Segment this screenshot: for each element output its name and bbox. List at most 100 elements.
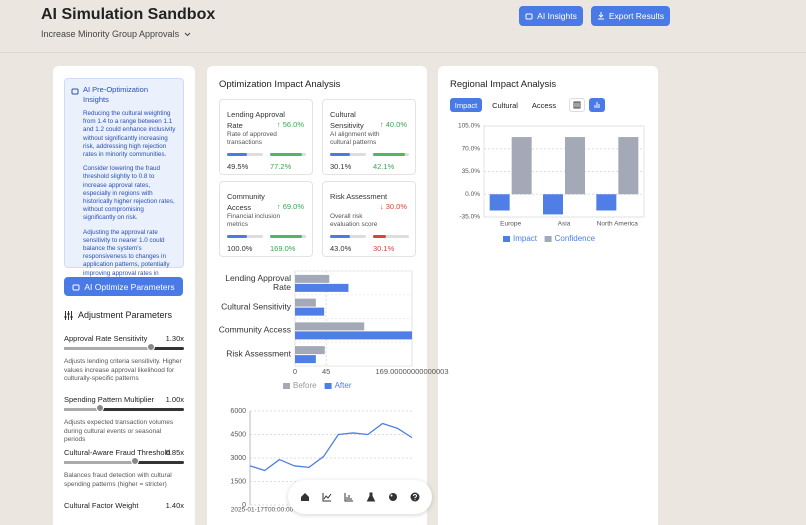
map-toggle[interactable] [569,98,585,112]
icon [72,284,80,290]
legend-swatch [503,236,510,242]
params-heading: Adjustment Parameters [64,310,172,320]
legend-label: After [335,381,352,390]
y-tick-label: 3000 [230,455,246,462]
param-name: Cultural Factor Weight [64,501,139,510]
metric-desc: Rate of approved transactions [227,131,277,146]
after-fill [373,153,406,156]
toolbar [288,480,432,514]
after-value: 42.1% [373,162,395,171]
bar [295,346,325,355]
button-label: Export Results [608,11,665,21]
slider-track[interactable] [64,408,184,411]
legend-label: Impact [513,234,538,243]
icon [573,101,581,109]
metric-desc: Financial inclusion metrics [227,213,281,228]
x-tick-label: 169.00000000000003 [376,367,449,376]
param-name: Cultural-Aware Fraud Threshold [64,448,171,457]
palette-button[interactable] [388,492,398,502]
legend-swatch [324,383,332,389]
slider-thumb[interactable] [147,343,155,351]
icon [525,13,533,20]
metric-card: Lending Approval Rate Rate of approved tr… [219,99,313,175]
y-tick-label: Community Access [218,324,291,335]
before-bar [330,153,366,156]
y-tick-label: Risk Assessment [226,348,291,359]
metric-name: Risk Assessment [330,192,388,201]
after-bar [270,235,306,238]
after-bar [373,153,409,156]
flask-button[interactable] [366,492,376,502]
insights-title: AI Pre-Optimization Insights [83,85,149,104]
metric-card: Cultural Sensitivity AI alignment with cu… [322,99,416,175]
export-button[interactable]: Export Results [591,6,670,26]
before-bar [227,153,263,156]
tab[interactable]: Impact [450,98,482,112]
after-bar [270,153,306,156]
tab[interactable]: Access [531,100,557,110]
params-title: Adjustment Parameters [78,310,173,320]
slider-thumb[interactable] [131,457,139,465]
insight: Consider lowering the fraud threshold sl… [83,165,175,222]
param-desc: Balances fraud detection with cultural s… [64,472,172,488]
insights-header: AI Pre-Optimization Insights [71,85,177,105]
x-tick-label: 2025-01-17T00:00:00 [231,507,294,514]
home-button[interactable] [300,492,310,502]
icon [597,12,604,20]
x-tick-label: 45 [322,367,330,376]
param: Approval Rate Sensitivity 1.30x Adjusts le… [64,334,184,382]
metric-name: Community Access [227,192,265,212]
bar [295,274,330,283]
line-chart-button[interactable] [322,492,332,502]
param-name: Spending Pattern Multiplier [64,395,155,404]
y-tick-label: 70.0% [462,145,481,152]
chart-toggle[interactable] [589,98,605,112]
icon [594,102,600,108]
before-fill [227,153,247,156]
y-tick-label: Lending Approval Rate [225,272,291,292]
metric-card: Risk Assessment Overall risk evaluation s… [322,181,416,257]
divider [0,52,806,53]
bar-chart-button[interactable] [344,492,354,502]
help-button[interactable] [410,492,420,502]
param-value: 1.40x [165,501,184,510]
param-desc: Adjusts lending criteria sensitivity. Hi… [64,358,182,382]
before-fill [227,235,247,238]
insight: Reducing the cultural weighting from 1.4… [83,110,176,159]
param: Spending Pattern Multiplier 1.00x Adjusts … [64,395,184,443]
x-tick-label: North America [597,221,639,228]
bar [295,298,316,307]
slider-thumb[interactable] [96,404,104,412]
y-tick-label: 0 [242,502,246,509]
line [249,422,413,472]
y-tick-label: 35.0% [462,168,481,175]
slider-track[interactable] [64,347,184,350]
before-value: 49.5% [227,162,249,171]
y-tick-label: 4500 [230,431,246,438]
y-tick-label: 105.0% [458,123,480,130]
ai-insights-button[interactable]: AI Insights [519,6,583,26]
legend-swatch [283,383,290,389]
bar [295,322,365,331]
goal-select[interactable]: Increase Minority Group Approvals [41,29,191,39]
y-tick-label: 1500 [230,478,246,485]
optimize-button[interactable]: AI Optimize Parameters [64,277,183,296]
after-fill [270,153,303,156]
slider-track[interactable] [64,461,184,464]
after-value: 30.1% [373,244,395,253]
bar [295,331,412,340]
impact-panel [207,66,427,525]
tab[interactable]: Cultural [492,100,518,110]
legend-label: Before [293,381,317,390]
before-fill [330,153,350,156]
param-desc: Adjusts expected transaction volumes dur… [64,419,174,443]
param-value: 0.85x [165,448,184,457]
icon [71,88,79,95]
after-fill [270,235,303,238]
param-value: 1.30x [165,334,184,343]
x-tick-label: Asia [558,221,571,228]
metric-desc: AI alignment with cultural patterns [330,131,380,146]
bar [295,307,325,316]
